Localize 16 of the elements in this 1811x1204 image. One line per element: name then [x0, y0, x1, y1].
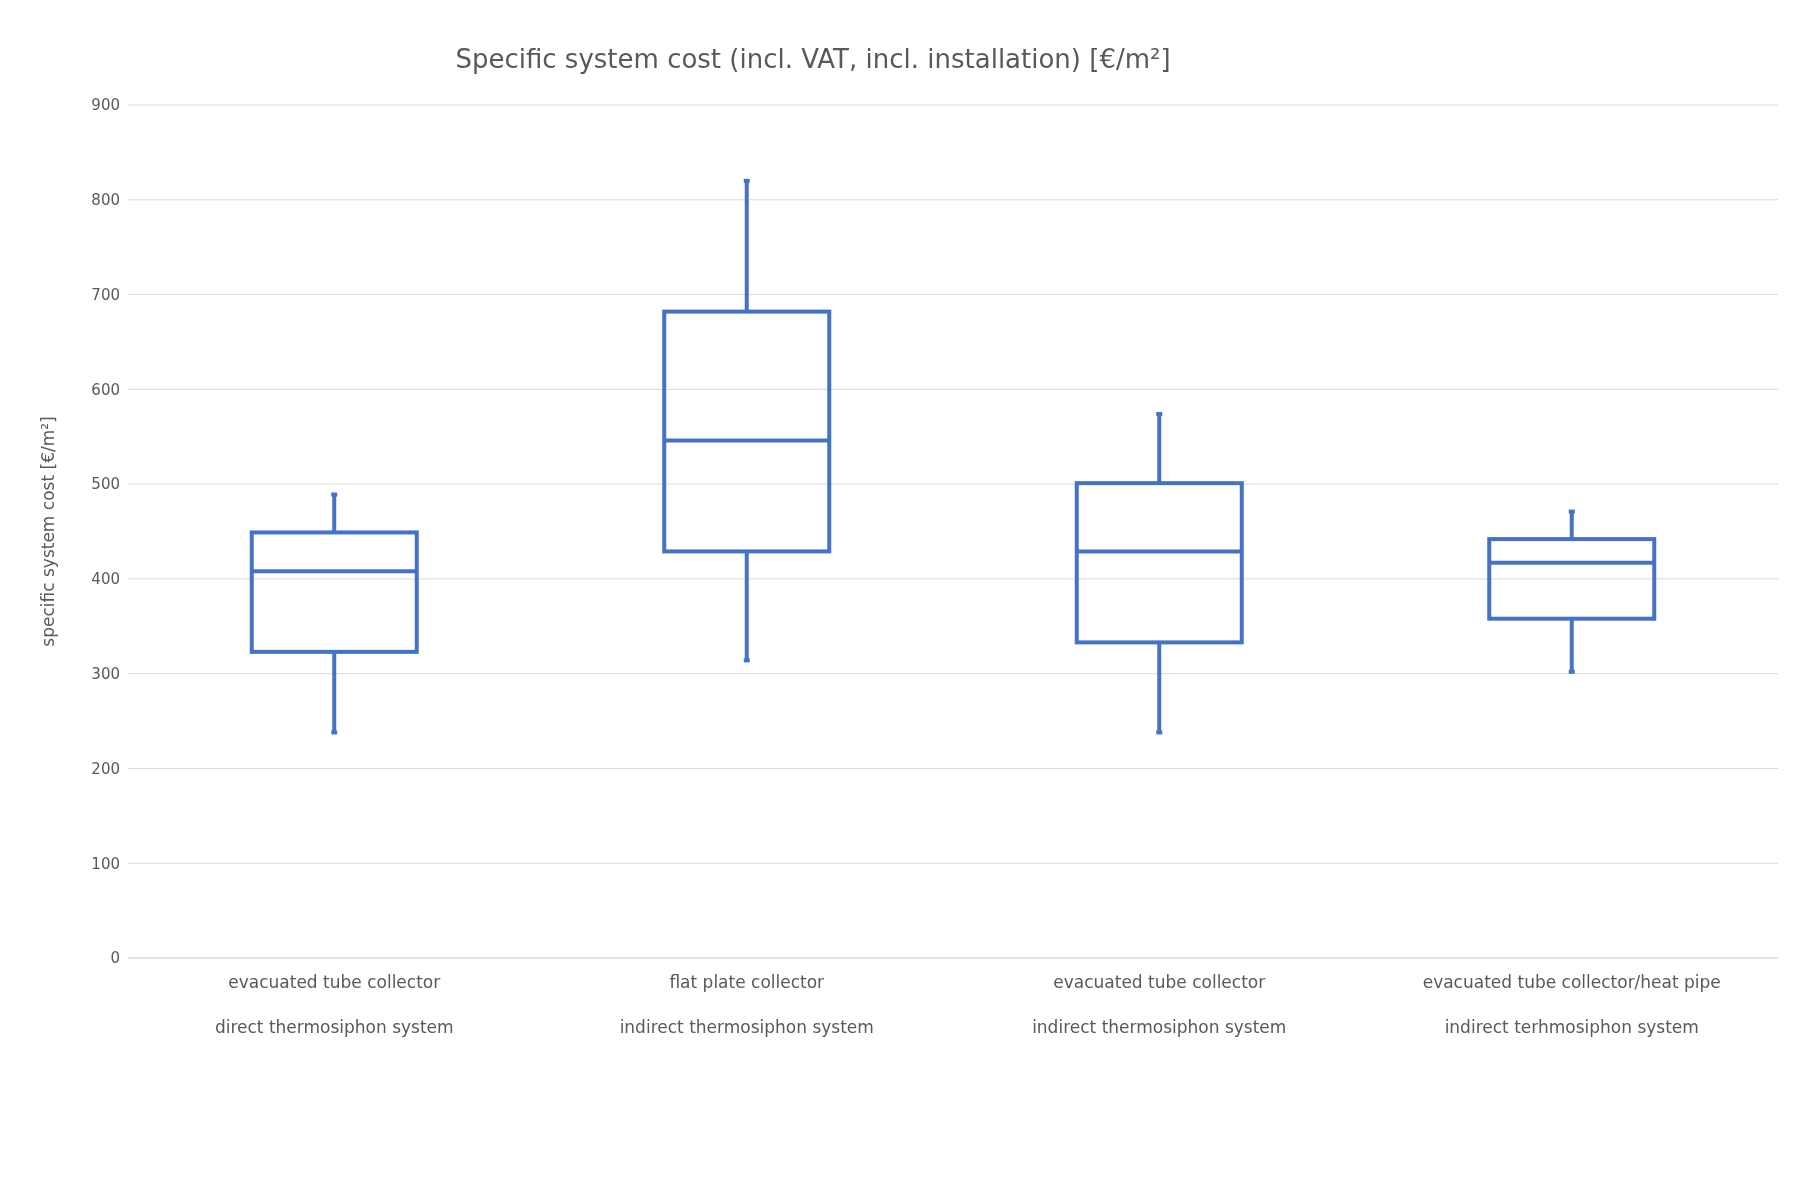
- y-axis-title: specific system cost [€/m²]: [38, 416, 59, 647]
- chart-title: Specific system cost (incl. VAT, incl. installation) [€/m²]: [454, 44, 1172, 74]
- y-tick-label: 700: [91, 285, 120, 304]
- category-label: flat plate collector indirect thermosiphon system: [619, 972, 874, 1037]
- category-label: evacuated tube collector/heat pipe indirect terhmosiphon system: [1422, 972, 1721, 1037]
- y-tick-label: 400: [91, 570, 120, 589]
- y-tick-label: 300: [91, 664, 120, 683]
- category-label: evacuated tube collector direct thermosiphon system: [214, 972, 454, 1037]
- y-tick-label: 200: [91, 759, 120, 778]
- category-label: evacuated tube collector indirect thermosiphon system: [1032, 972, 1287, 1037]
- y-tick-label: 900: [91, 96, 120, 115]
- y-tick-label: 100: [91, 854, 120, 873]
- y-tick-label: 0: [110, 949, 120, 968]
- y-tick-label: 600: [91, 380, 120, 399]
- y-tick-label: 800: [91, 191, 120, 210]
- y-tick-label: 500: [91, 475, 120, 494]
